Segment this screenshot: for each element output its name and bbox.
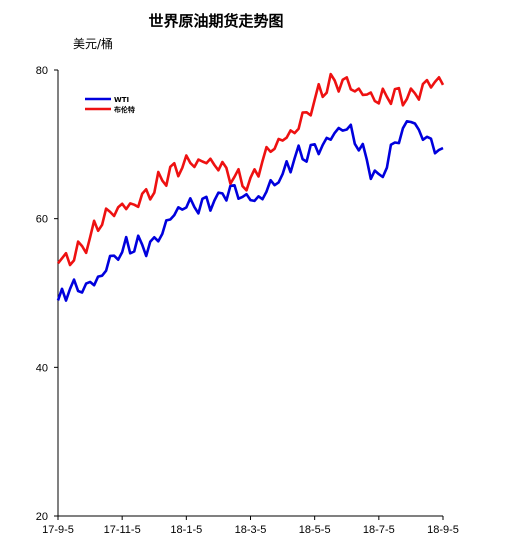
- y-tick-label: 20: [36, 511, 48, 523]
- x-tick-label: 17-11-5: [104, 524, 141, 536]
- x-tick-label: 18-7-5: [363, 524, 395, 536]
- x-tick-label: 18-9-5: [427, 524, 459, 536]
- x-tick-label: 18-3-5: [235, 524, 267, 536]
- axis-ticks: 20 40 60 80 17-9-5 17-11-5 18-1-5 18-3-5 18-5-5 1…: [36, 65, 459, 536]
- series-line-2: [56, 72, 445, 267]
- y-axis-unit-label: 美元/桶: [73, 36, 113, 51]
- y-tick-label: 40: [36, 362, 48, 374]
- legend-label: WTI: [114, 96, 129, 104]
- chart-title: 世界原油期货走势图: [148, 12, 283, 30]
- x-tick-label: 18-1-5: [170, 524, 202, 536]
- y-tick-label: 60: [36, 214, 48, 226]
- series-lines: [56, 72, 445, 302]
- x-tick-label: 18-5-5: [299, 524, 331, 536]
- x-tick-label: 17-9-5: [42, 524, 74, 536]
- legend-label: 布伦特: [114, 105, 135, 114]
- series-line-1: [56, 120, 444, 302]
- y-tick-label: 80: [36, 65, 48, 77]
